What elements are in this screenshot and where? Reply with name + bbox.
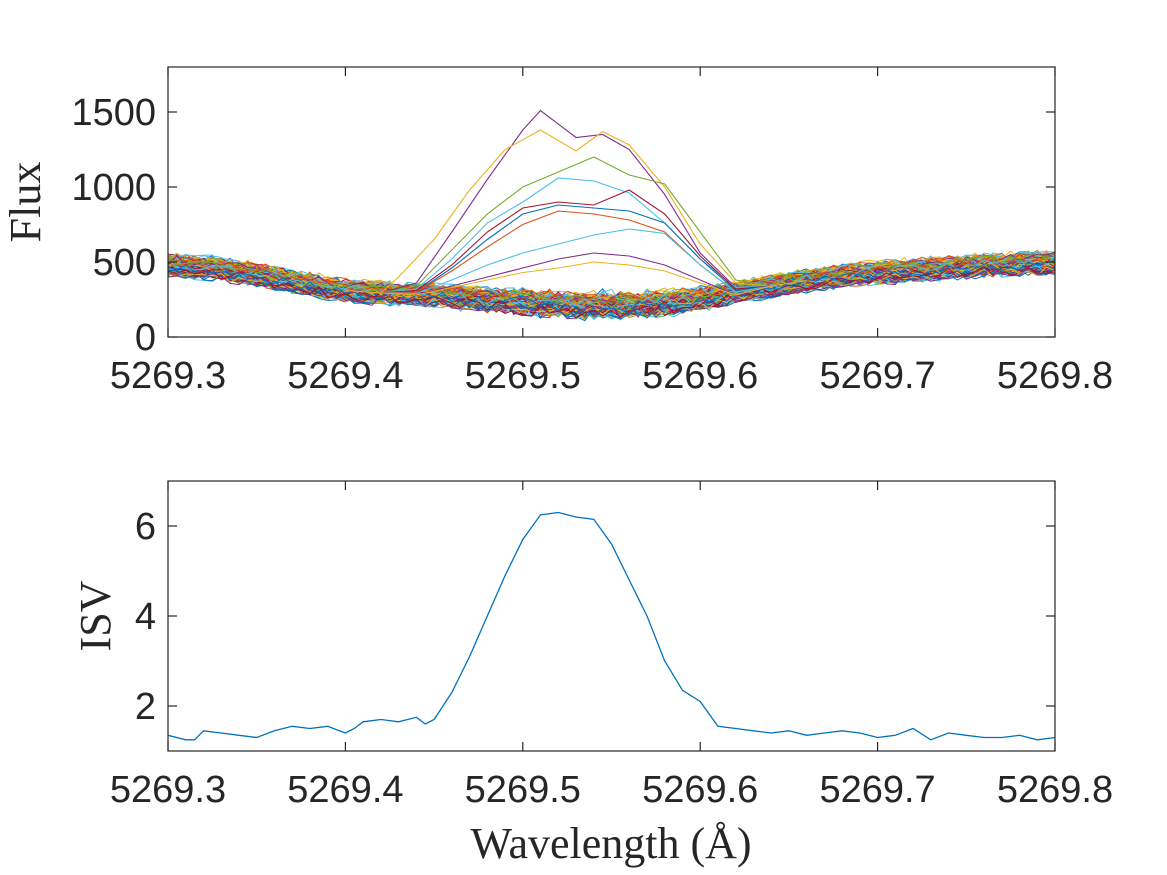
x-tick-label: 5269.3 [110,769,226,811]
y-tick-label: 500 [93,242,156,284]
flux-spectra-background [168,249,1055,322]
flux-y-ticks: 0 500 1000 1500 [71,92,1055,359]
flux-spectrum-line [168,267,1055,320]
isv-line-group [168,511,1055,741]
spectrum-red [345,189,807,294]
y-tick-label: 6 [135,506,156,548]
y-tick-label: 4 [135,596,156,638]
x-tick-label: 5269.5 [465,355,581,397]
flux-axes-box [167,66,1056,338]
isv-x-ticks: 5269.3 5269.4 5269.5 5269.6 5269.7 5269.8 [110,481,1113,811]
flux-spectrum-line [168,251,1055,307]
flux-spectrum-line [168,260,1055,317]
isv-y-axis-title: ISV [71,580,120,651]
x-axis-title: Wavelength (Å) [470,819,751,868]
x-tick-label: 5269.3 [110,355,226,397]
x-tick-label: 5269.4 [287,769,403,811]
spectrum-yellow [345,129,807,294]
spectrum-purple [345,109,807,294]
flux-spectra-lines [345,109,807,296]
x-tick-label: 5269.6 [642,355,758,397]
x-tick-label: 5269.8 [997,769,1113,811]
spectrum-cyan-2 [345,228,807,295]
spectrum-yellow-2 [345,261,807,296]
y-tick-label: 2 [135,686,156,728]
x-tick-label: 5269.7 [819,355,935,397]
isv-y-ticks: 2 4 6 [135,506,1055,728]
x-tick-label: 5269.6 [642,769,758,811]
flux-spectrum-line [168,265,1055,317]
x-tick-label: 5269.7 [819,769,935,811]
x-tick-label: 5269.8 [997,355,1113,397]
flux-spectrum-line [168,255,1055,310]
x-tick-label: 5269.5 [465,769,581,811]
x-tick-label: 5269.4 [287,355,403,397]
y-tick-label: 1000 [71,167,156,209]
isv-line [168,511,1055,741]
y-tick-label: 1500 [71,92,156,134]
isv-panel: 5269.3 5269.4 5269.5 5269.6 5269.7 5269.8 2 4 6… [71,480,1113,868]
flux-panel: 5269.3 5269.4 5269.5 5269.6 5269.7 5269.8 0 50… [1,66,1113,397]
flux-x-ticks: 5269.3 5269.4 5269.5 5269.6 5269.7 5269.8 [110,67,1113,397]
spectrum-green [345,156,807,294]
y-tick-label: 0 [135,317,156,359]
flux-y-axis-title: Flux [1,162,50,243]
